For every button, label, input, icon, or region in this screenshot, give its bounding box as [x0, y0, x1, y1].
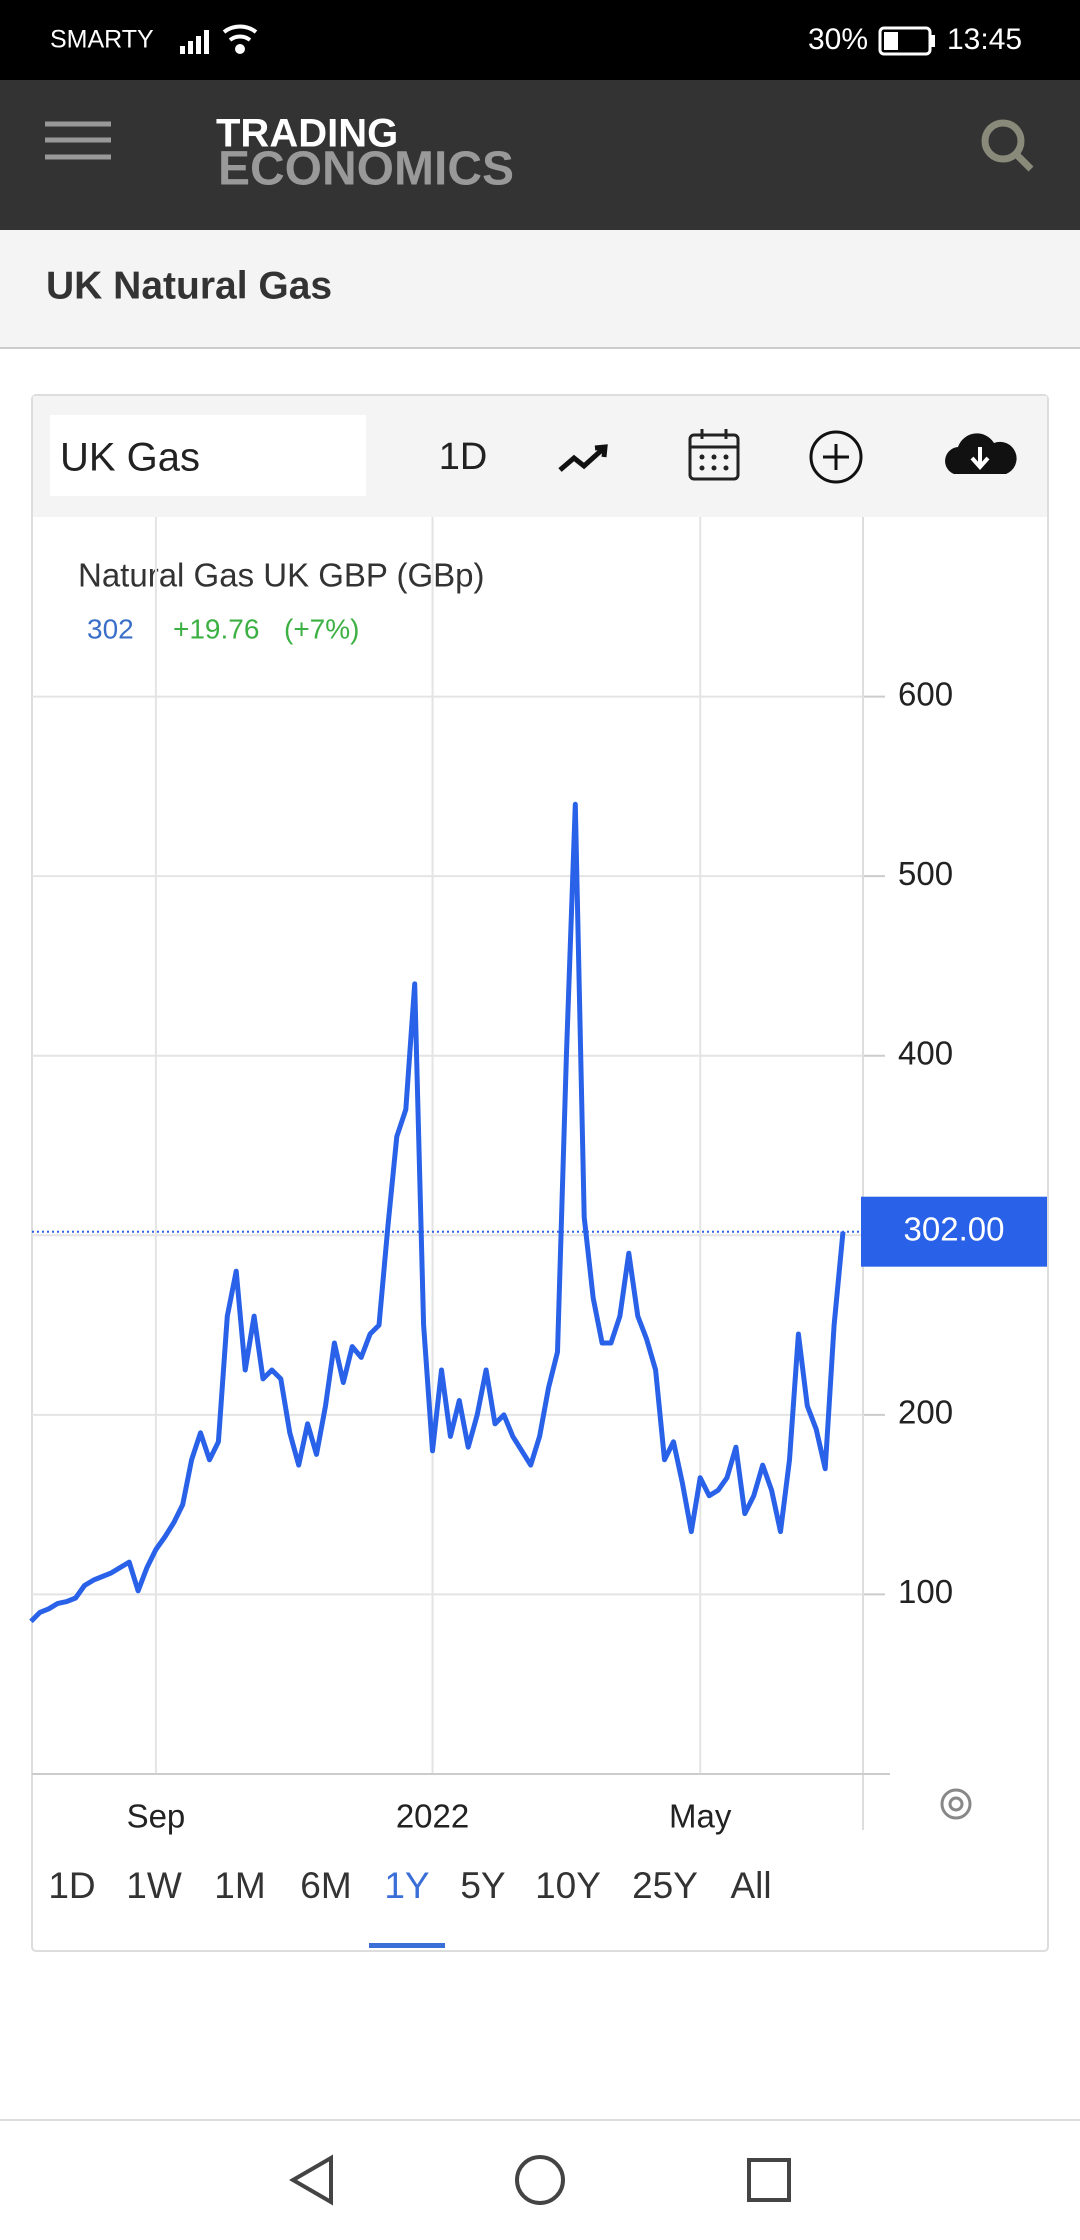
range-underline: [369, 1943, 445, 1948]
battery-level: 30%: [808, 23, 868, 56]
range-button[interactable]: 25Y: [632, 1865, 698, 1906]
status-bar: [0, 0, 1080, 80]
logo-bottom: ECONOMICS: [218, 143, 514, 196]
y-tick-label: 100: [898, 1573, 953, 1610]
range-button[interactable]: 1W: [126, 1865, 182, 1906]
range-button[interactable]: 1M: [214, 1865, 265, 1906]
series-name: Natural Gas UK GBP (GBp): [78, 557, 485, 594]
range-button[interactable]: All: [730, 1865, 771, 1906]
app-header: [0, 80, 1080, 230]
range-button[interactable]: 6M: [300, 1865, 351, 1906]
y-tick-label: 600: [898, 675, 953, 712]
range-button[interactable]: 10Y: [535, 1865, 601, 1906]
signal-icon: [180, 30, 209, 54]
calendar-button[interactable]: [688, 429, 740, 481]
last-price-box: [861, 1196, 1047, 1267]
interval-button[interactable]: 1D: [439, 436, 488, 478]
settings-button[interactable]: [940, 1788, 972, 1820]
quote-change: +19.76: [173, 613, 259, 644]
last-price-label: 302.00: [904, 1210, 1005, 1247]
y-tick-label: 200: [898, 1394, 953, 1431]
back-button[interactable]: [289, 2154, 333, 2206]
title-bar: [0, 230, 1080, 348]
range-button[interactable]: 1D: [48, 1865, 95, 1906]
range-button[interactable]: 1Y: [384, 1865, 429, 1906]
menu-button[interactable]: [45, 121, 111, 160]
quote-price: 302: [87, 613, 134, 644]
x-tick-label: 2022: [396, 1798, 469, 1835]
home-button[interactable]: [515, 2155, 565, 2205]
chart-card: [31, 394, 1049, 1952]
compare-button[interactable]: [809, 430, 863, 484]
battery-icon: [878, 26, 935, 56]
wifi-icon: [222, 24, 258, 54]
search-input[interactable]: [50, 415, 366, 496]
page-title: UK Natural Gas: [46, 264, 332, 307]
price-line: [29, 801, 846, 1624]
y-tick-label: 400: [898, 1034, 953, 1071]
recents-button[interactable]: [747, 2158, 791, 2202]
search-button[interactable]: [981, 119, 1034, 172]
x-tick-label: May: [669, 1798, 732, 1835]
logo-top: TRADING: [216, 112, 398, 156]
carrier: SMARTY: [50, 26, 154, 54]
download-button[interactable]: [945, 433, 1017, 474]
clock: 13:45: [947, 23, 1022, 56]
search-text: UK Gas: [60, 436, 200, 480]
y-tick-label: 500: [898, 855, 953, 892]
quote-percent: (+7%): [284, 613, 359, 644]
x-tick-label: Sep: [127, 1798, 186, 1835]
chart-type-button[interactable]: [558, 444, 608, 472]
range-button[interactable]: 5Y: [460, 1865, 505, 1906]
